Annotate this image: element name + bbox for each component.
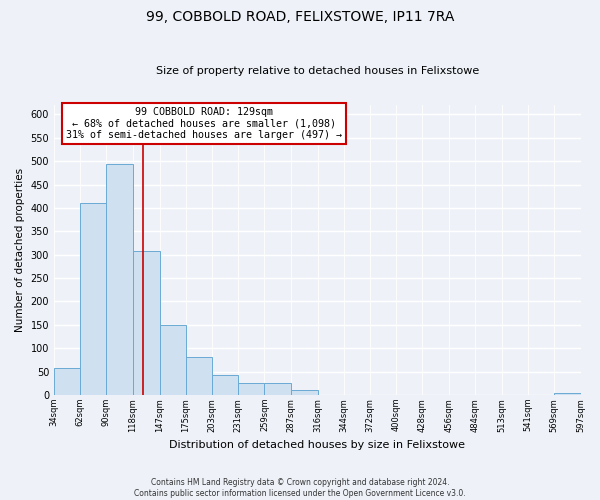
- X-axis label: Distribution of detached houses by size in Felixstowe: Distribution of detached houses by size …: [169, 440, 465, 450]
- Bar: [80, 204, 106, 395]
- Bar: [290, 390, 318, 395]
- Text: Contains HM Land Registry data © Crown copyright and database right 2024.
Contai: Contains HM Land Registry data © Crown c…: [134, 478, 466, 498]
- Title: Size of property relative to detached houses in Felixstowe: Size of property relative to detached ho…: [155, 66, 479, 76]
- Text: 99 COBBOLD ROAD: 129sqm
← 68% of detached houses are smaller (1,098)
31% of semi: 99 COBBOLD ROAD: 129sqm ← 68% of detache…: [66, 106, 342, 140]
- Bar: [54, 368, 80, 395]
- Bar: [212, 375, 238, 395]
- Bar: [186, 356, 212, 395]
- Bar: [106, 164, 133, 395]
- Bar: [133, 251, 160, 395]
- Text: 99, COBBOLD ROAD, FELIXSTOWE, IP11 7RA: 99, COBBOLD ROAD, FELIXSTOWE, IP11 7RA: [146, 10, 454, 24]
- Bar: [554, 392, 581, 395]
- Bar: [238, 384, 265, 395]
- Y-axis label: Number of detached properties: Number of detached properties: [15, 168, 25, 332]
- Bar: [265, 384, 290, 395]
- Bar: [160, 325, 186, 395]
